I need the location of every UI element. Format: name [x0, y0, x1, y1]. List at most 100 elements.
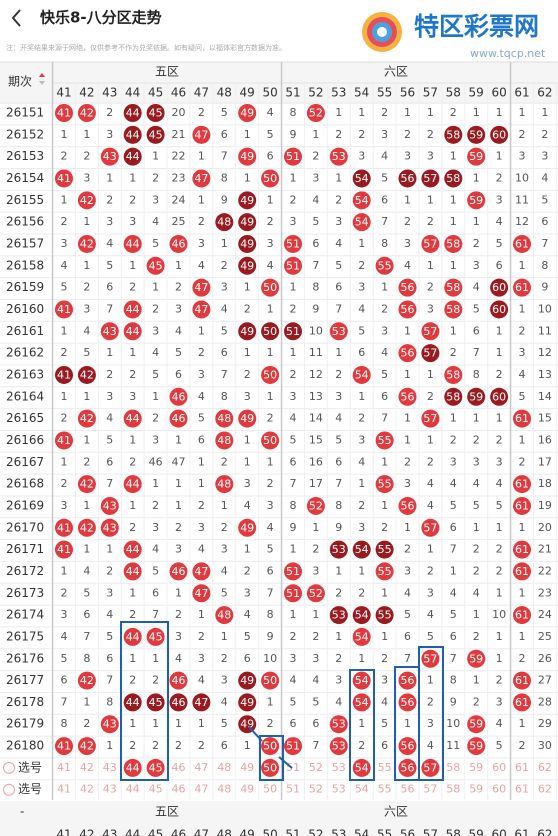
miss-count: 3	[496, 193, 503, 206]
hit-ball-number: 42	[80, 194, 94, 207]
miss-count: 2	[83, 281, 90, 294]
miss-count: 1	[290, 608, 297, 621]
miss-count: 2	[175, 739, 182, 752]
miss-count: 2	[381, 521, 388, 534]
miss-count: 2	[312, 630, 319, 643]
miss-count: 1	[496, 521, 503, 534]
miss-count: 22	[172, 150, 186, 163]
miss-count: 4	[221, 695, 228, 708]
miss-count: 10	[263, 652, 277, 665]
miss-count: 1	[83, 390, 90, 403]
miss-count: 1	[152, 652, 159, 665]
footer-column: 44	[125, 828, 140, 836]
hit-ball-number: 58	[446, 172, 460, 185]
hit-ball	[77, 409, 96, 428]
miss-count: 2	[381, 106, 388, 119]
hit-ball-number: 47	[194, 696, 208, 709]
footer-column: 51	[285, 828, 300, 836]
picked-ball	[261, 758, 280, 777]
miss-count: 2	[198, 739, 205, 752]
picked-ball	[398, 758, 417, 777]
back-button[interactable]	[11, 9, 21, 27]
period: 26166	[6, 433, 44, 447]
miss-count: 2	[427, 390, 434, 403]
miss-count: 1	[61, 324, 68, 337]
miss-count: 1	[129, 717, 136, 730]
miss-count: 1	[450, 564, 457, 577]
miss-count: 3	[106, 215, 113, 228]
miss-count: 7	[221, 150, 228, 163]
hit-ball	[421, 409, 440, 428]
miss-count: 4	[496, 717, 503, 730]
miss-count: 1	[519, 433, 526, 446]
miss-count: 3	[175, 630, 182, 643]
hit-ball-number: 43	[103, 150, 117, 163]
footer-column: 55	[377, 828, 392, 836]
hit-ball	[215, 606, 234, 625]
miss-count: 6	[473, 324, 480, 337]
hit-ball-number: 48	[217, 216, 231, 229]
period-header[interactable]: 期次	[8, 75, 32, 89]
miss-count: 3	[244, 477, 251, 490]
miss-count: 7	[541, 237, 548, 250]
miss-count: 14	[538, 390, 552, 403]
miss-count: 1	[129, 259, 136, 272]
miss-count: 1	[267, 346, 274, 359]
miss-count: 4	[267, 106, 274, 119]
miss-count: 16	[309, 455, 323, 468]
miss-count: 1	[129, 346, 136, 359]
header-bg	[0, 0, 558, 62]
miss-count: 1	[496, 324, 503, 337]
hit-ball	[352, 671, 371, 690]
miss-count: 10	[515, 171, 529, 184]
miss-count: 1	[175, 259, 182, 272]
hit-ball	[284, 737, 302, 756]
hit-ball	[284, 147, 302, 166]
miss-count: 5	[61, 652, 68, 665]
miss-count: 1	[198, 193, 205, 206]
select-number: 54	[355, 783, 369, 796]
hit-ball	[261, 322, 280, 341]
column-label: 55	[377, 86, 392, 100]
miss-count: 2	[106, 564, 113, 577]
miss-count: 2	[496, 564, 503, 577]
hit-ball-number: 41	[57, 303, 71, 316]
hit-ball-number: 54	[355, 172, 369, 185]
miss-count: 2	[61, 150, 68, 163]
hit-ball-number: 44	[126, 696, 140, 709]
select-label: 选号	[18, 782, 42, 796]
miss-count: 7	[290, 477, 297, 490]
select-radio[interactable]	[3, 783, 15, 796]
miss-count: 4	[381, 150, 388, 163]
miss-count: 1	[152, 717, 159, 730]
miss-count: 1	[152, 390, 159, 403]
hit-ball-number: 45	[149, 630, 163, 643]
miss-count: 5	[152, 368, 159, 381]
hit-ball	[513, 562, 531, 581]
miss-count: 1	[244, 171, 251, 184]
footer-column: 62	[537, 828, 552, 836]
miss-count: 7	[106, 674, 113, 687]
logo-icon	[362, 12, 402, 52]
hit-ball	[421, 518, 440, 537]
miss-count: 1	[496, 346, 503, 359]
miss-count: 2	[358, 499, 365, 512]
miss-count: 23	[172, 171, 186, 184]
miss-count: 4	[404, 586, 411, 599]
hit-ball-number: 52	[309, 499, 323, 512]
hit-ball-number: 47	[194, 303, 208, 316]
hit-ball-number: 55	[378, 543, 392, 556]
miss-count: 9	[290, 128, 297, 141]
miss-count: 20	[538, 521, 552, 534]
hit-ball-number: 48	[217, 609, 231, 622]
picked-ball-number: 56	[401, 761, 415, 774]
miss-count: 3	[404, 564, 411, 577]
select-radio[interactable]	[3, 761, 15, 774]
miss-count: 3	[152, 521, 159, 534]
hit-ball	[169, 387, 188, 406]
miss-count: 5	[267, 543, 274, 556]
period: 26156	[6, 215, 44, 229]
miss-count: 1	[381, 630, 388, 643]
hit-ball-number: 58	[446, 390, 460, 403]
miss-count: 8	[221, 390, 228, 403]
